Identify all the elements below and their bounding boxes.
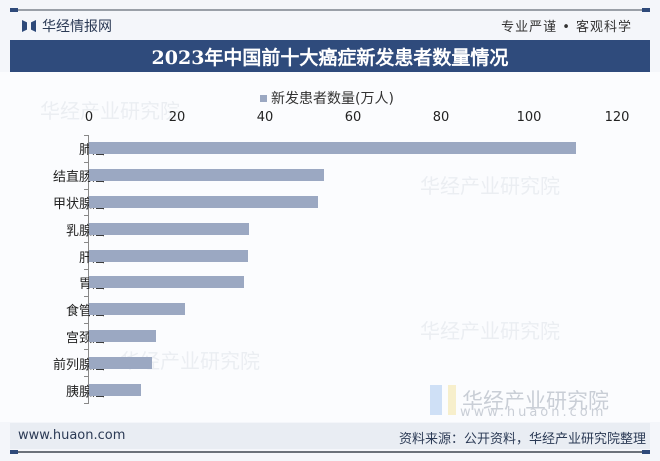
bottom-rule (10, 450, 650, 454)
top-rule (10, 8, 650, 12)
watermark-faint: 华经产业研究院 (40, 99, 180, 123)
bar (89, 330, 156, 342)
y-tick-mark (84, 322, 89, 324)
watermark-faint: 华经产业研究院 (420, 319, 560, 343)
bar (89, 356, 152, 369)
slogan: 专业严谨 • 客观科学 (501, 20, 632, 35)
bar (89, 276, 244, 289)
y-tick-mark (84, 215, 89, 217)
bar (89, 222, 250, 235)
x-tick-label: 40 (256, 110, 274, 125)
y-tick-mark (84, 295, 89, 297)
watermark-logo-icon (430, 385, 442, 415)
chart-title: 2023年中国前十大癌症新发患者数量情况 (10, 40, 650, 72)
y-tick-mark (84, 135, 89, 136)
x-tick-label: 60 (344, 110, 362, 125)
footer-bar (10, 423, 650, 449)
watermark-logo-icon (448, 385, 456, 415)
bar (89, 169, 325, 182)
brand: 华经情报网 (22, 16, 112, 36)
bar (89, 142, 576, 155)
y-tick-mark (84, 242, 89, 244)
legend-label: 新发患者数量(万人) (271, 91, 394, 107)
watermark-url: www.huaon.com (460, 405, 607, 420)
watermark-logo: 华经产业研究院 (430, 385, 609, 415)
x-tick-label: 120 (604, 110, 630, 125)
brand-name: 华经情报网 (42, 19, 112, 35)
legend: 新发患者数量(万人) (260, 88, 394, 108)
watermark-faint: 华经产业研究院 (420, 174, 560, 198)
x-tick-label: 20 (168, 110, 186, 125)
bar (89, 383, 141, 396)
bar (89, 249, 248, 262)
watermark-text: 华经产业研究院 (462, 389, 609, 413)
y-tick-mark (84, 188, 89, 190)
brand-logo-icon (22, 20, 36, 32)
footer-url: www.huaon.com (18, 428, 126, 443)
footer-source: 资料来源：公开资料，华经产业研究院整理 (398, 432, 646, 447)
y-tick-mark (84, 269, 89, 270)
bar (89, 196, 318, 208)
x-tick-label: 0 (84, 110, 94, 125)
y-tick-mark (84, 349, 89, 351)
y-tick-mark (84, 161, 89, 163)
x-tick-label: 100 (516, 110, 542, 125)
legend-swatch (260, 94, 267, 102)
y-tick-mark (84, 403, 89, 404)
y-tick-mark (84, 376, 89, 378)
x-tick-label: 80 (432, 110, 450, 125)
bar (89, 303, 185, 316)
